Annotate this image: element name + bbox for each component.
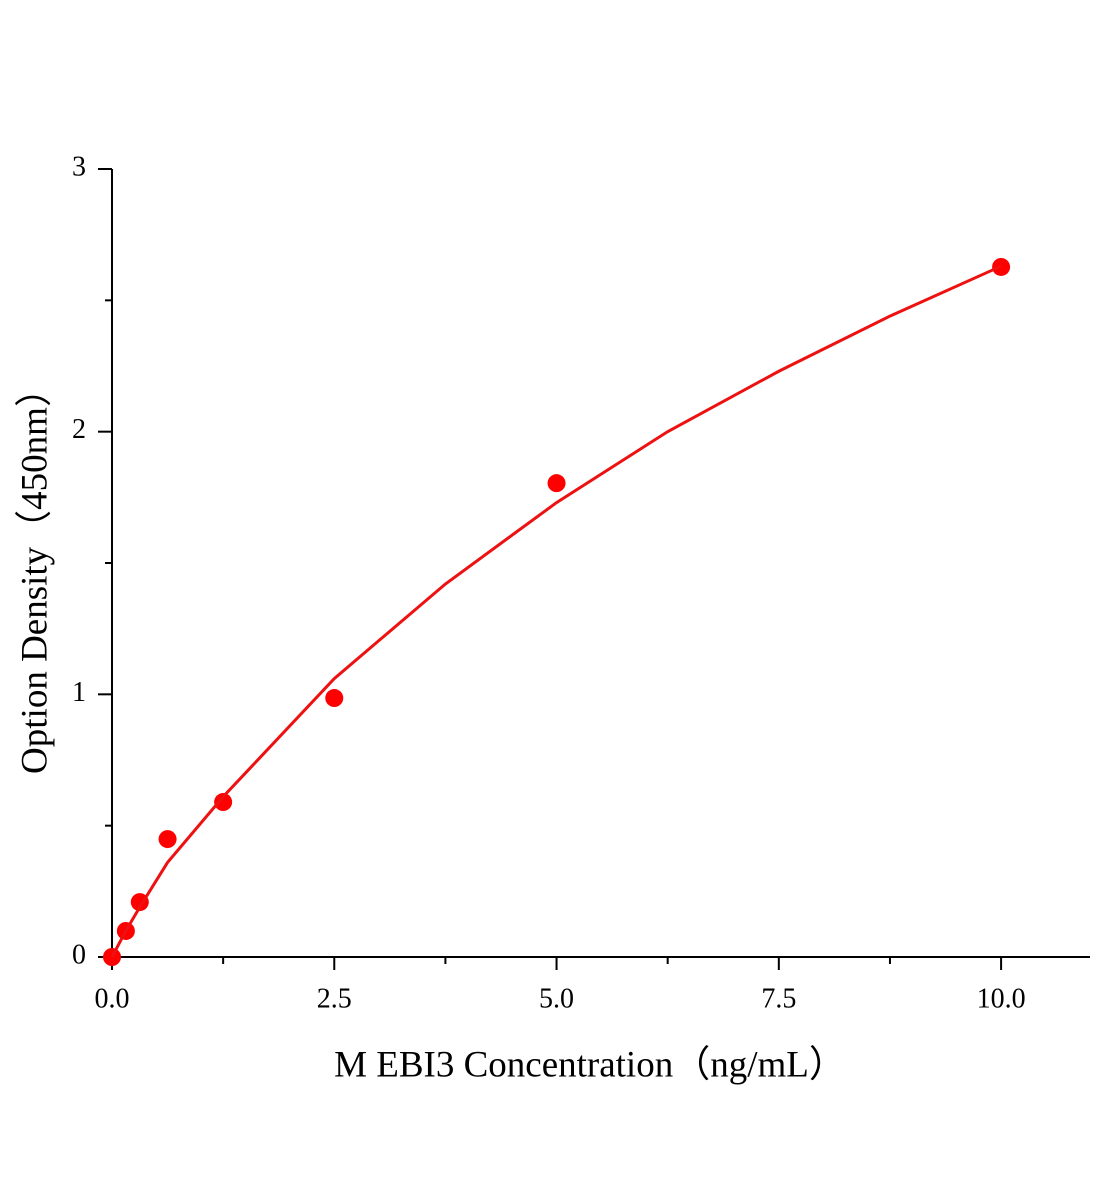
- y-tick-label: 0: [72, 939, 86, 970]
- fit-curve: [110, 264, 1002, 958]
- x-tick-label: 10.0: [977, 983, 1026, 1014]
- y-axis-title: Option Density（450nm）: [14, 370, 55, 774]
- x-tick-label: 7.5: [761, 983, 796, 1014]
- x-tick-label: 2.5: [317, 983, 352, 1014]
- x-axis-title: M EBI3 Concentration（ng/mL）: [334, 1044, 846, 1085]
- y-tick-label: 1: [72, 677, 86, 708]
- y-tick-label: 2: [72, 414, 86, 445]
- data-point: [214, 793, 233, 812]
- y-tick-label: 3: [72, 151, 86, 182]
- x-tick-label: 5.0: [539, 983, 574, 1014]
- data-point: [325, 689, 344, 708]
- data-point: [158, 830, 177, 849]
- x-tick-label: 0.0: [95, 983, 130, 1014]
- data-point: [547, 474, 566, 493]
